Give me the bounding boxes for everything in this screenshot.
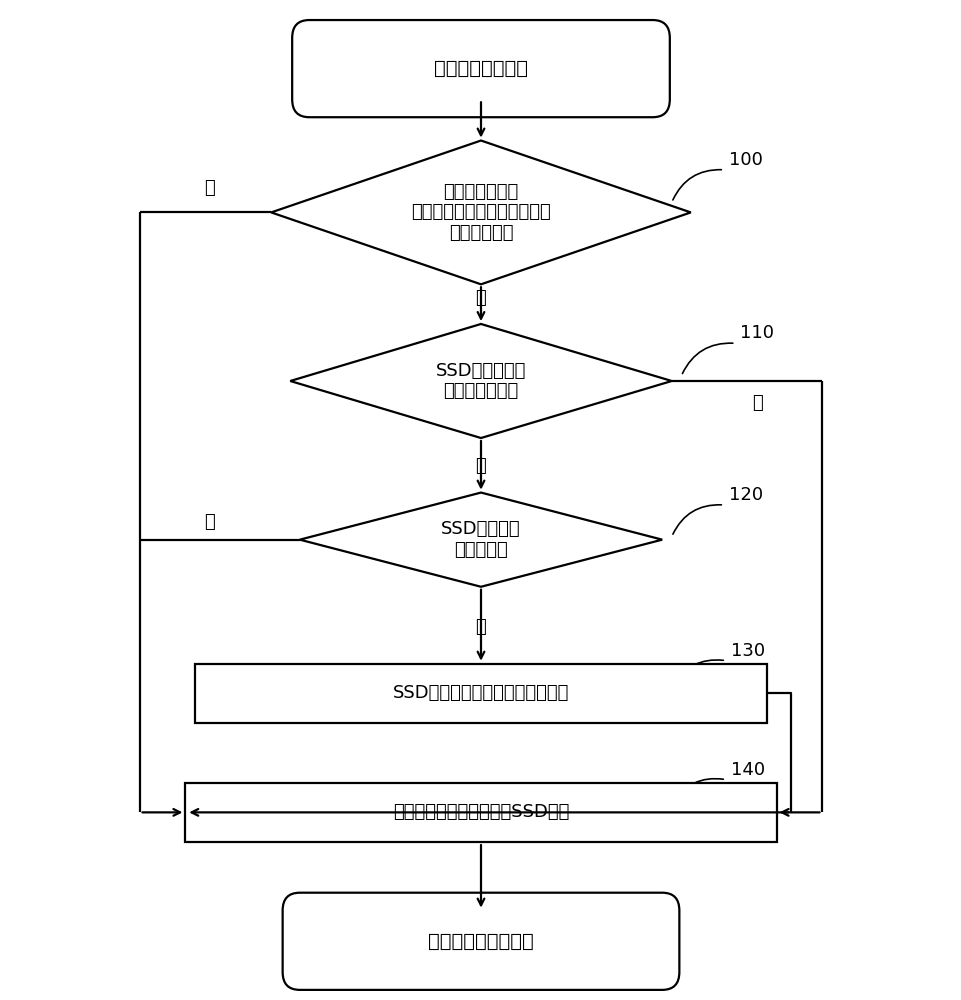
Text: 110: 110 <box>740 324 774 342</box>
Text: 100: 100 <box>728 151 762 169</box>
Polygon shape <box>271 141 690 284</box>
Text: SSD缓存淘汰数据块获得空闲空间: SSD缓存淘汰数据块获得空闲空间 <box>392 684 569 702</box>
Text: 140: 140 <box>730 761 764 779</box>
FancyBboxPatch shape <box>283 893 678 990</box>
Text: 否: 否 <box>475 618 486 636</box>
Text: 130: 130 <box>730 642 764 660</box>
Text: 否: 否 <box>475 457 486 475</box>
Text: 否: 否 <box>475 289 486 307</box>
Text: 是: 是 <box>752 394 762 412</box>
Text: 客户端缓存或存
储服务器第一级缓存是否存在
请求的数据块: 客户端缓存或存 储服务器第一级缓存是否存在 请求的数据块 <box>410 183 551 242</box>
Text: 是: 是 <box>204 179 214 197</box>
Polygon shape <box>290 324 671 438</box>
Bar <box>195 664 766 723</box>
Text: 客户端发出写请求: 客户端发出写请求 <box>433 59 528 78</box>
Bar <box>185 783 776 842</box>
Text: 120: 120 <box>728 486 762 504</box>
Text: 是: 是 <box>204 513 214 531</box>
Text: SSD缓存是否
有空闲空间: SSD缓存是否 有空闲空间 <box>441 520 520 559</box>
Text: 将请求写入的数据块写入SSD缓存: 将请求写入的数据块写入SSD缓存 <box>392 803 569 821</box>
Text: 回复客户端的写请求: 回复客户端的写请求 <box>428 932 533 951</box>
FancyBboxPatch shape <box>292 20 669 117</box>
Text: SSD缓存是否存
在请求的数据块: SSD缓存是否存 在请求的数据块 <box>435 362 526 400</box>
Polygon shape <box>300 493 661 587</box>
